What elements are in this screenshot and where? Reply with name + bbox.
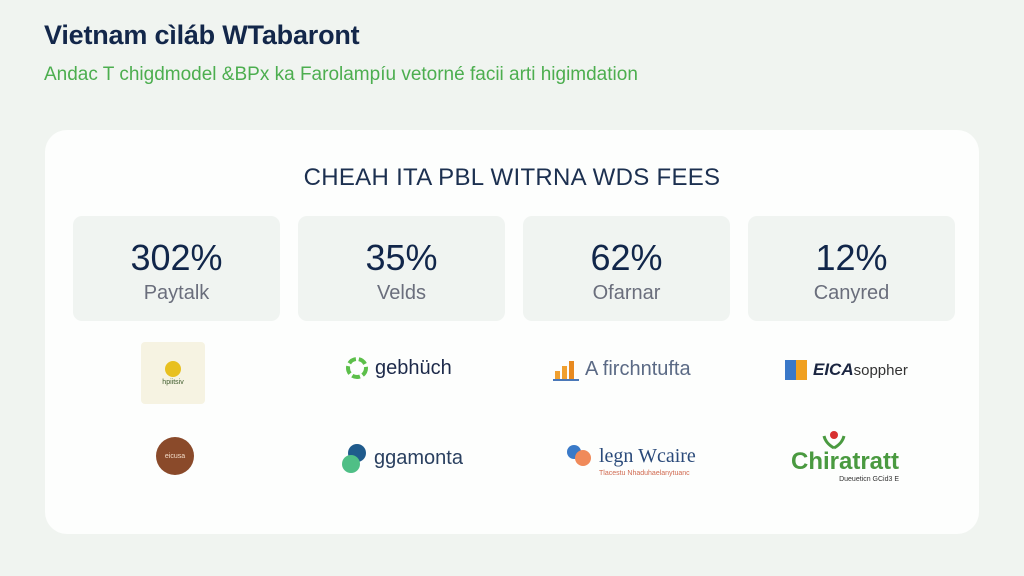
logo-text: legn Wcaire [599, 444, 696, 467]
logo-text: A firchntufta [585, 358, 691, 380]
stat-label: Paytalk [143, 282, 210, 304]
bubbles-icon [342, 444, 366, 473]
logo-text: hpiitsiv [162, 378, 184, 386]
ks-mark-icon [785, 360, 807, 380]
stat-label: Velds [377, 282, 426, 304]
stats-row: 302% Paytalk 35% Velds 62% Ofarnar 12% C… [73, 216, 955, 321]
stat-label: Canyred [813, 282, 890, 304]
sprout-icon [822, 431, 846, 450]
logo-text: soppher [853, 361, 908, 379]
logo-badge-square[interactable]: hpiitsiv [141, 342, 205, 404]
logo-bold-text: EICA [813, 360, 854, 379]
stat-tile: 302% Paytalk [73, 216, 280, 321]
stat-label: Ofarnar [592, 282, 661, 304]
logo-subtext: Tlacestu Nhaduhaelanytuanc [599, 470, 690, 477]
logo-eicasoppher[interactable]: EICA soppher [785, 360, 908, 380]
leaf-ring-icon [346, 357, 368, 379]
logo-text: eicusa [164, 452, 186, 460]
stat-value: 35% [365, 237, 438, 278]
badge-square-icon: hpiitsiv [141, 342, 205, 404]
logo-afirchntufta[interactable]: A firchntufta [553, 358, 691, 381]
logo-subtext: Dueueticn GCid3 E [839, 476, 900, 483]
sun-icon [165, 360, 181, 377]
logo-badge-round[interactable]: eicusa [156, 437, 194, 475]
stat-value: 302% [130, 237, 223, 278]
logo-text: gebhüch [375, 356, 452, 379]
logo-text: Chiratratt [791, 448, 900, 475]
logo-text: ggamonta [374, 446, 463, 469]
stat-tile: 62% Ofarnar [523, 216, 730, 321]
bar-chart-icon [553, 360, 579, 381]
stat-value: 12% [815, 237, 888, 278]
butterfly-icon [567, 445, 591, 466]
stat-tile: 35% Velds [298, 216, 505, 321]
stat-value: 62% [590, 237, 663, 278]
card-heading: CHEAH ITA PBL WITRNA WDS FEES [303, 164, 721, 191]
logo-ggamonta[interactable]: ggamonta [340, 442, 463, 474]
page-title: Vietnam cìláb WTabaront [44, 20, 360, 50]
logo-legn-wcaire[interactable]: legn Wcaire Tlacestu Nhaduhaelanytuanc [565, 442, 696, 477]
fees-card: CHEAH ITA PBL WITRNA WDS FEES 302% Payta… [45, 130, 979, 534]
page-subtitle: Andac T chigdmodel &BPx ka Farolampíu ve… [44, 64, 638, 85]
logo-gebhuch[interactable]: gebhüch [345, 356, 452, 380]
badge-round-icon: eicusa [156, 437, 194, 475]
logo-chiratratt[interactable]: Chiratratt Dueueticn GCid3 E [791, 431, 900, 483]
stat-tile: 12% Canyred [748, 216, 955, 321]
